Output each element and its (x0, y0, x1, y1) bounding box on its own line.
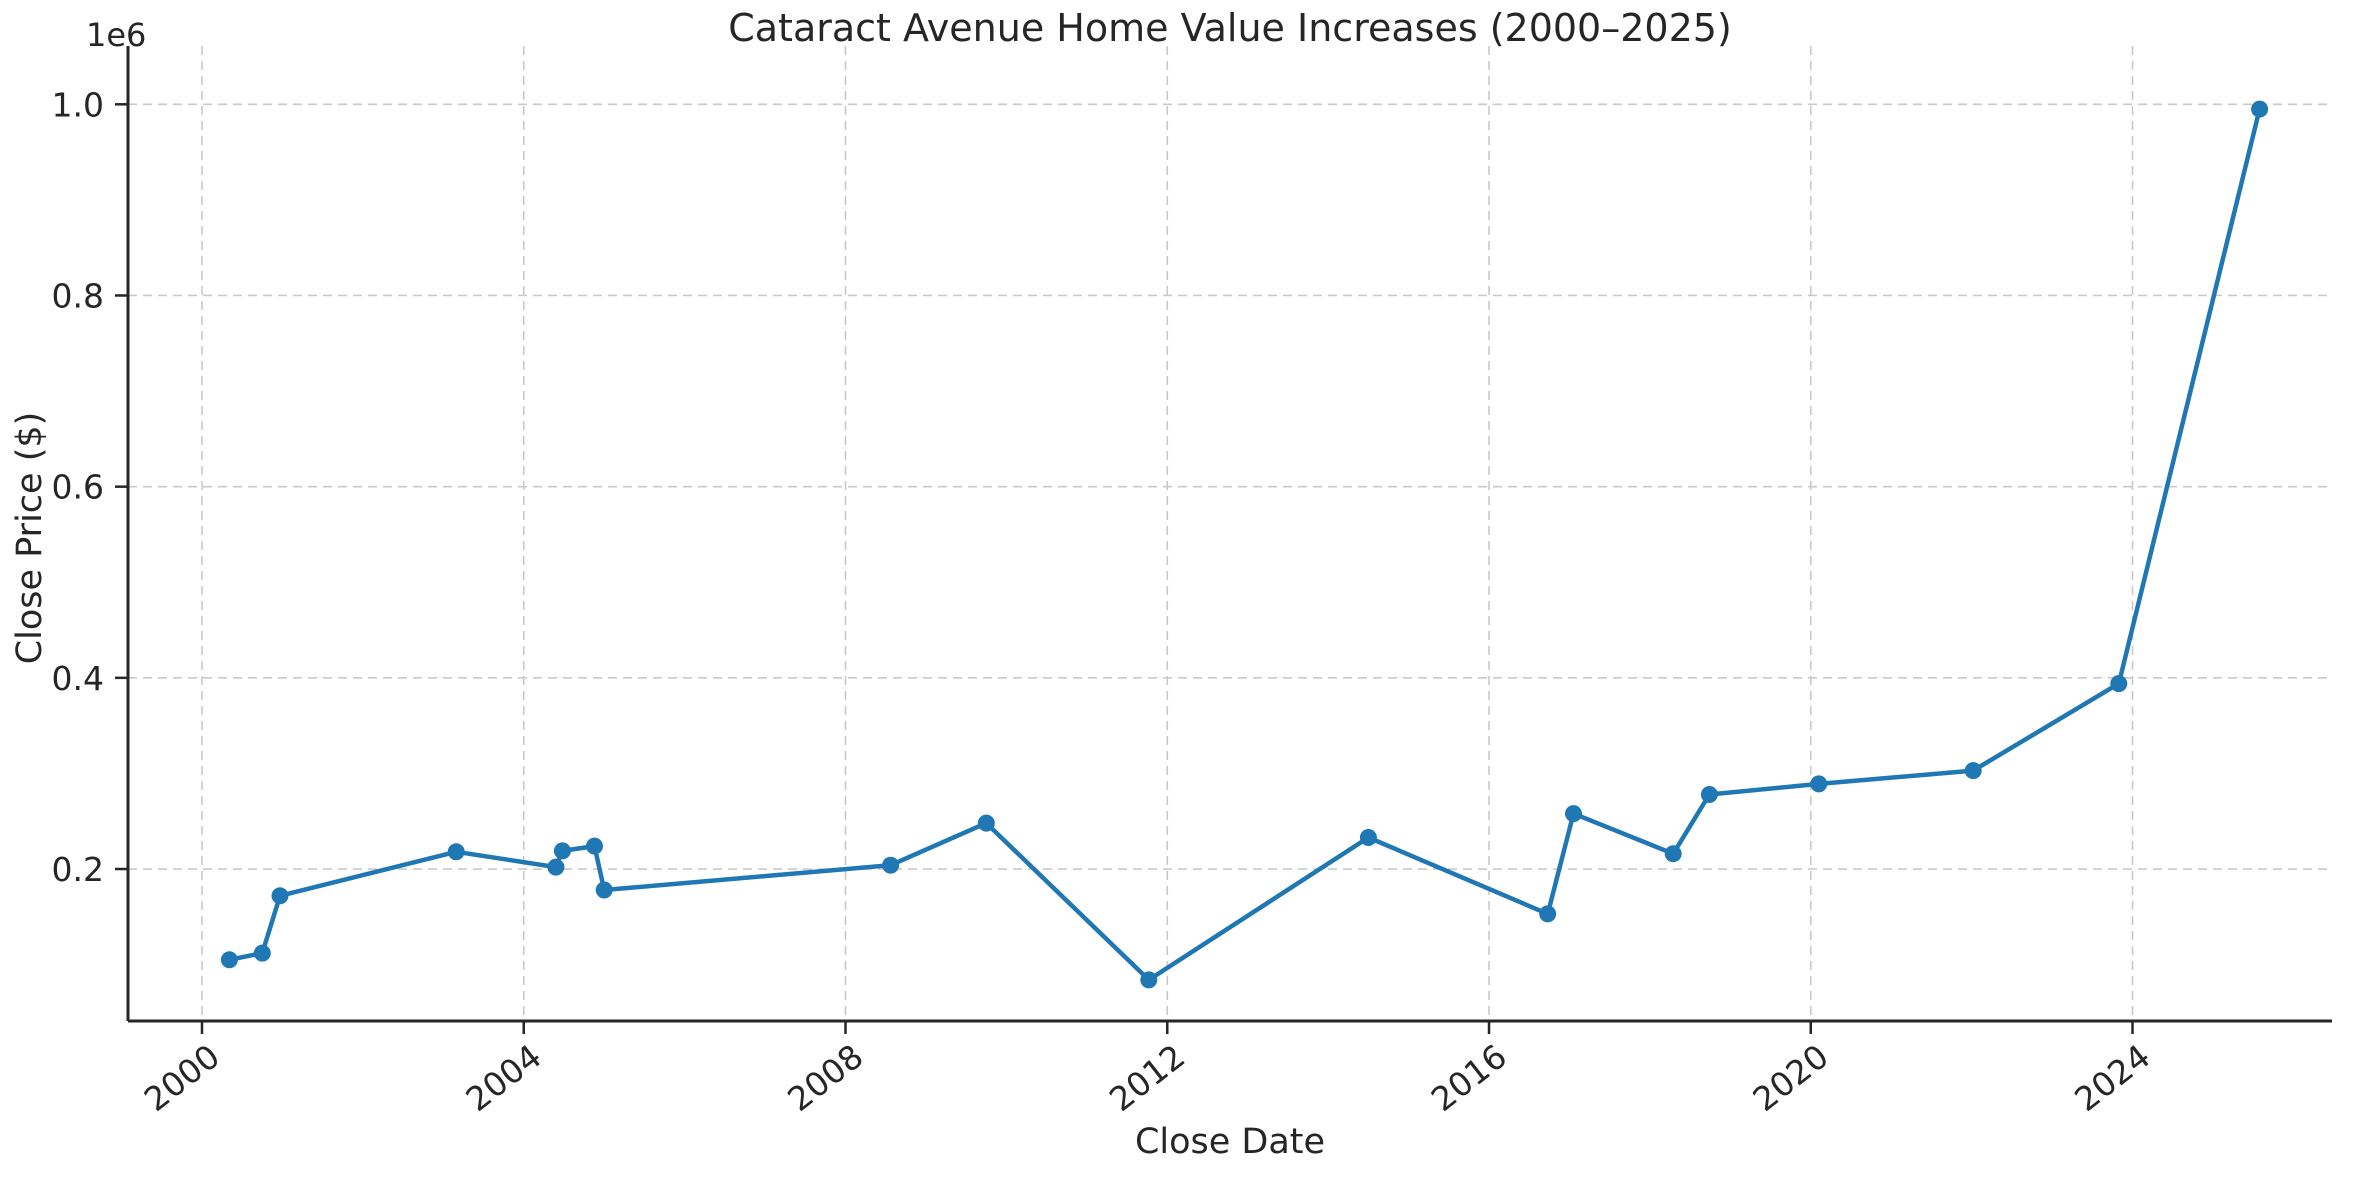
data-point-marker (1810, 775, 1828, 793)
y-tick-label: 0.2 (52, 850, 104, 889)
chart-title: Cataract Avenue Home Value Increases (20… (728, 6, 1732, 50)
y-tick-label: 1.0 (52, 85, 104, 124)
data-point-marker (2110, 675, 2128, 693)
data-point-marker (595, 881, 613, 899)
data-point-marker (586, 837, 603, 855)
data-point-marker (1539, 905, 1557, 923)
y-tick-label: 0.6 (52, 468, 104, 507)
data-point-marker (1140, 971, 1158, 989)
y-tick-label: 0.4 (52, 659, 104, 698)
data-point-marker (2251, 100, 2269, 118)
data-point-marker (977, 814, 995, 832)
x-tick-label: 2024 (2067, 1037, 2157, 1119)
x-tick-label: 2000 (137, 1037, 227, 1119)
x-tick-label: 2020 (1745, 1037, 1835, 1119)
price-line-series (227, 106, 2262, 983)
data-point-marker (547, 858, 565, 876)
x-tick-label: 2004 (458, 1037, 548, 1119)
x-tick-label: 2012 (1102, 1037, 1192, 1119)
y-axis-label: Close Price ($) (10, 411, 50, 665)
data-point-marker (1664, 845, 1682, 863)
data-point-marker (447, 843, 465, 861)
data-point-marker (1964, 762, 1982, 780)
data-point-marker (1359, 829, 1377, 846)
y-axis-offset-label: 1e6 (86, 16, 147, 54)
y-tick-label: 0.8 (52, 276, 104, 315)
x-axis-label: Close Date (1134, 1122, 1326, 1162)
data-point-marker (1700, 786, 1718, 803)
data-point-marker (553, 842, 571, 860)
data-point-marker (220, 951, 238, 969)
data-point-marker (271, 887, 289, 905)
x-tick-label: 2016 (1424, 1037, 1514, 1119)
x-tick-label: 2008 (780, 1037, 870, 1119)
data-point-marker (253, 944, 271, 962)
data-point-marker (882, 856, 900, 874)
data-point-marker (1565, 805, 1582, 823)
